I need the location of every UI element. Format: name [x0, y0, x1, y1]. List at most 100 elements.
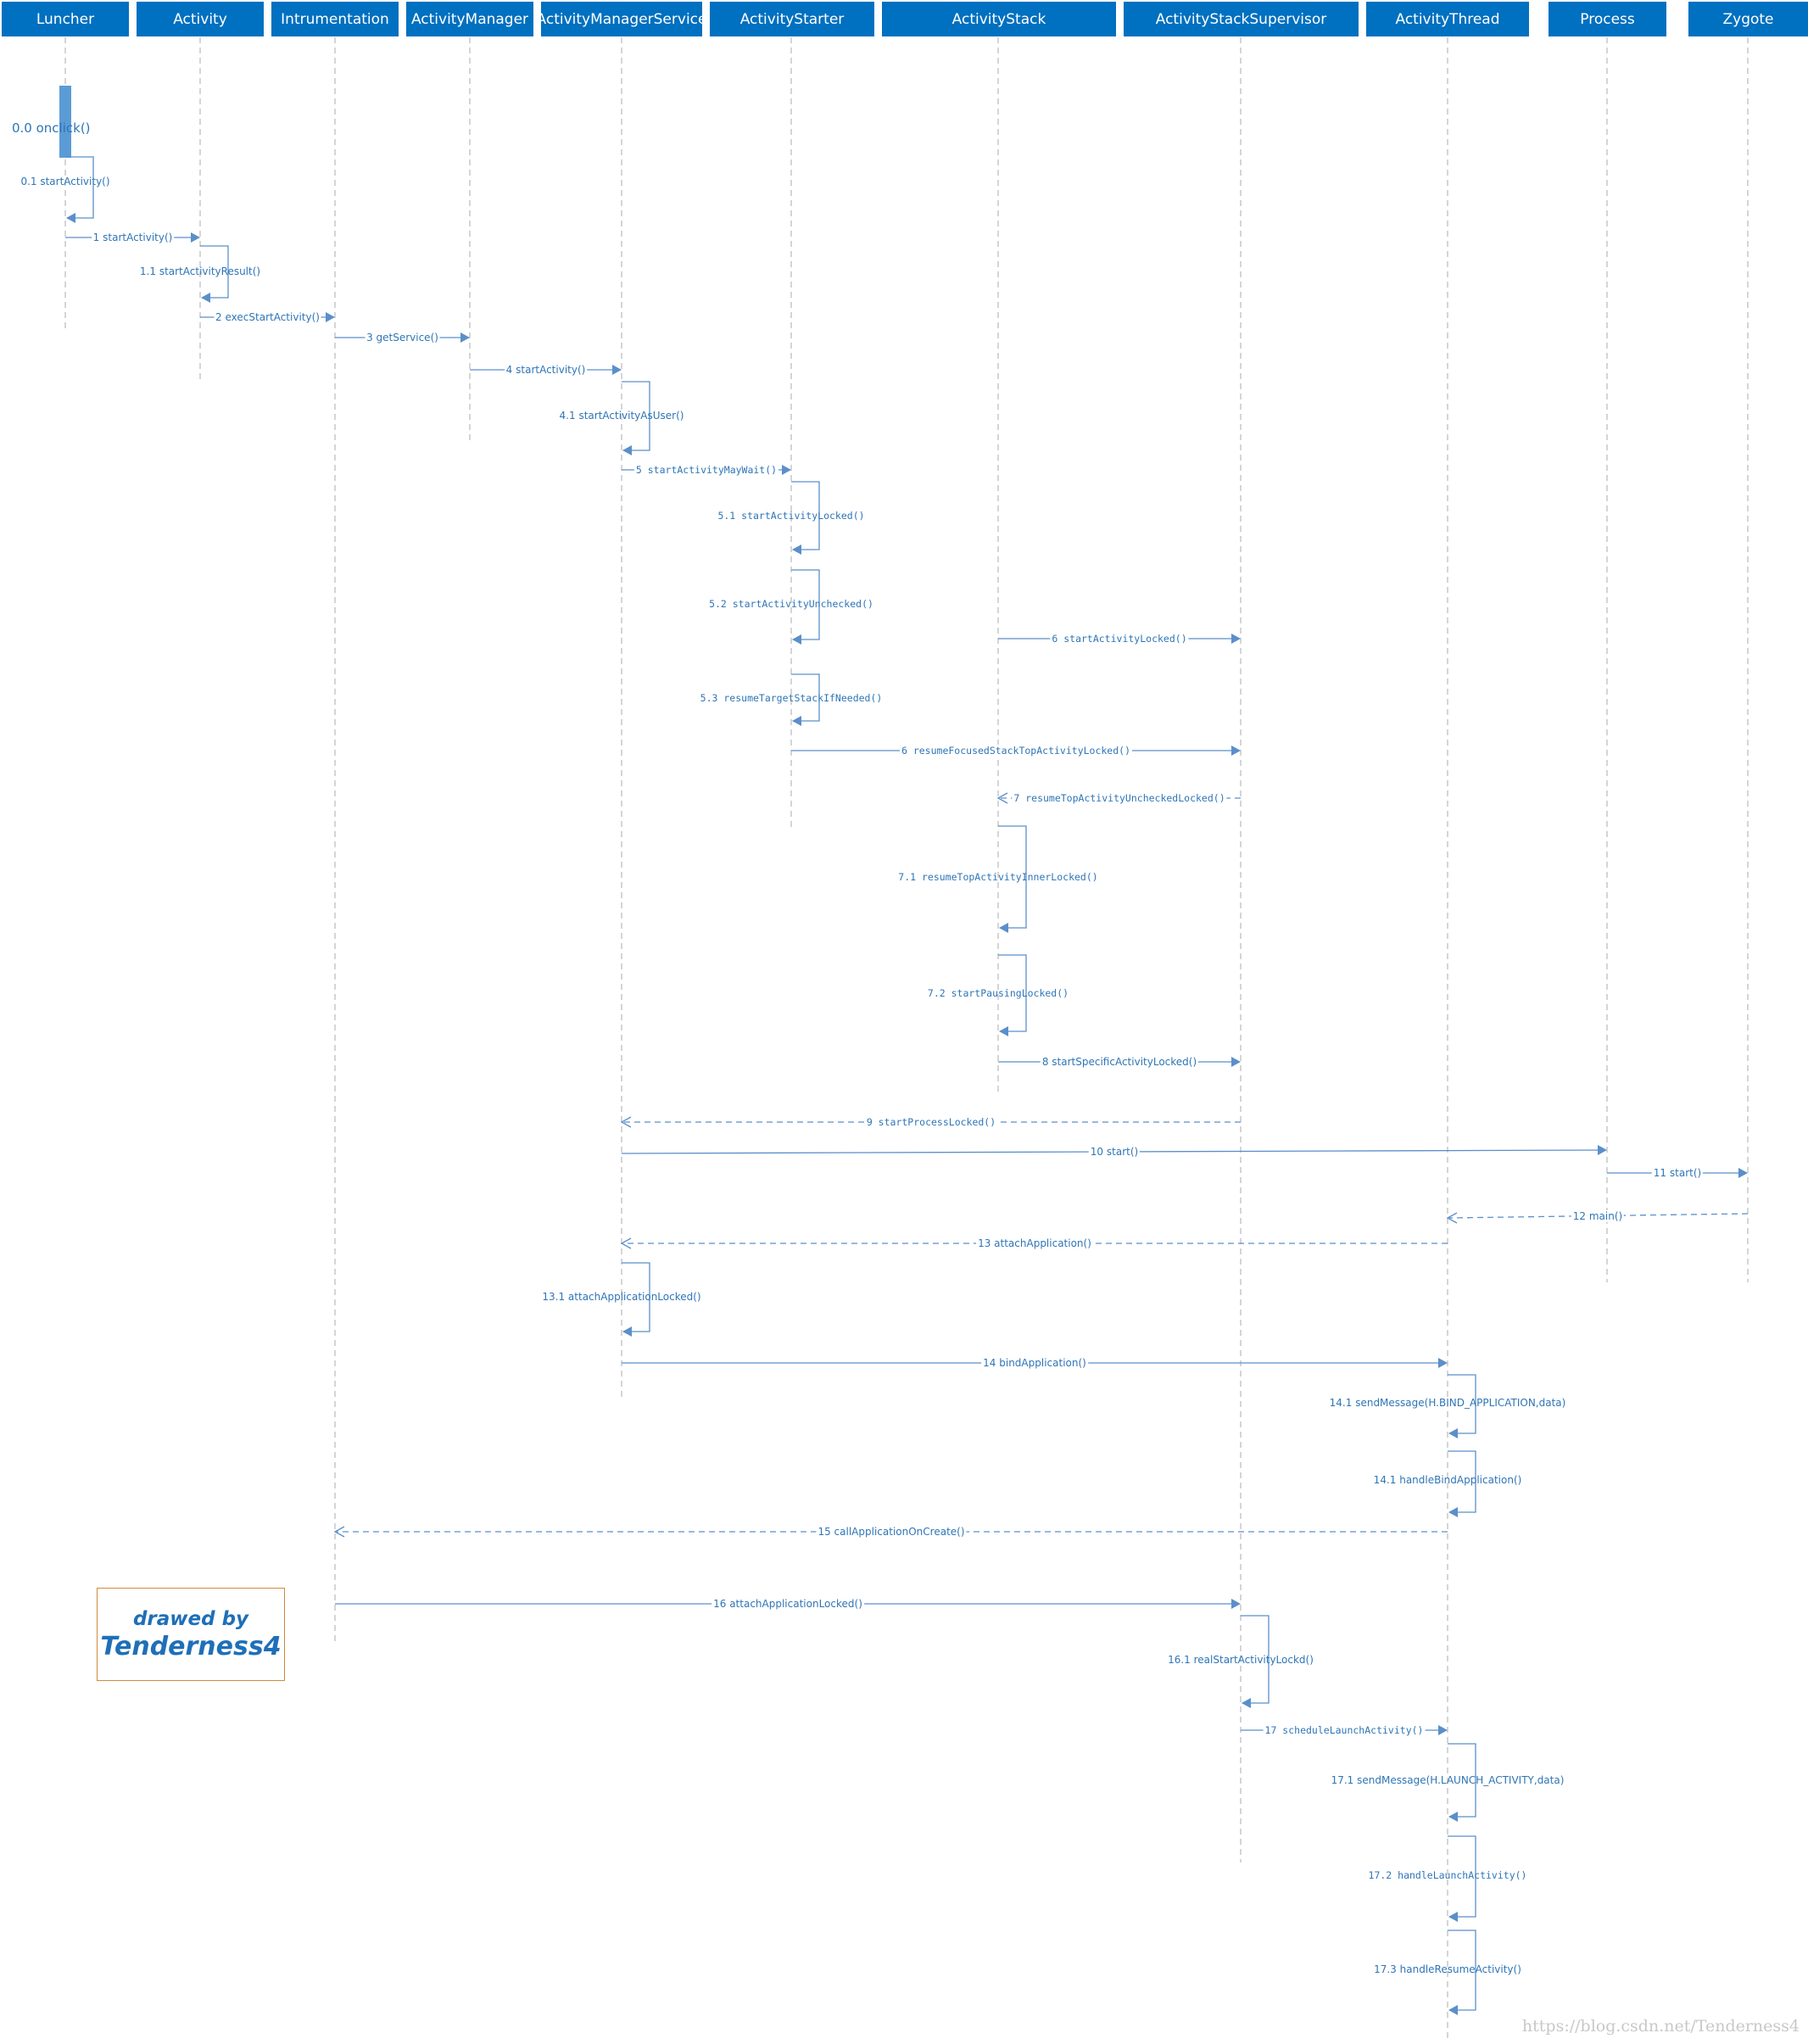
message-label: 16 attachApplicationLocked()	[711, 1598, 864, 1610]
self-message-line	[622, 1262, 650, 1332]
self-message-line	[200, 245, 229, 299]
participant-activity-stack-supervisor: ActivityStackSupervisor	[1124, 2, 1359, 36]
message-label: 7.1 resumeTopActivityInnerLocked()	[898, 871, 1098, 883]
participant-activity: Activity	[137, 2, 264, 36]
self-message-line	[791, 673, 820, 722]
participant-process: Process	[1549, 2, 1666, 36]
arrowhead	[1448, 1812, 1458, 1822]
self-message-line	[65, 156, 94, 219]
message-label: 4 startActivity()	[504, 364, 588, 376]
arrowhead	[1448, 1428, 1458, 1438]
arrowhead	[326, 312, 335, 322]
message-label: 15 callApplicationOnCreate()	[816, 1526, 967, 1538]
open-arrowhead	[996, 792, 1008, 804]
arrowhead	[1448, 2005, 1458, 2015]
self-message-line	[622, 381, 650, 451]
message-label: 0.1 startActivity()	[20, 176, 110, 187]
message-label: 17.2 handleLaunchActivity()	[1368, 1869, 1527, 1881]
participant-activity-thread: ActivityThread	[1366, 2, 1529, 36]
message-label: 5.2 startActivityUnchecked()	[709, 598, 873, 610]
message-label: 6 startActivityLocked()	[1050, 633, 1189, 645]
message-label: 9 startProcessLocked()	[864, 1116, 998, 1128]
arrowhead	[1598, 1145, 1607, 1155]
message-label: 7 resumeTopActivityUncheckedLocked()	[1012, 792, 1227, 804]
message-label: 12 main()	[1571, 1209, 1625, 1222]
arrowhead	[1448, 1912, 1458, 1922]
arrowhead	[1438, 1725, 1448, 1735]
message-label: 1.1 startActivityResult()	[139, 265, 261, 277]
credit-line-2: Tenderness4	[100, 1631, 282, 1661]
message-label: 13.1 attachApplicationLocked()	[542, 1291, 701, 1303]
self-message-line	[1448, 1450, 1476, 1513]
arrowhead	[792, 716, 801, 726]
participant-zygote: Zygote	[1688, 2, 1808, 36]
arrowhead	[792, 634, 801, 645]
self-message-line	[1448, 1835, 1476, 1918]
participant-activity-stack: ActivityStack	[882, 2, 1116, 36]
arrowhead	[622, 1326, 632, 1337]
self-message-line	[1241, 1615, 1270, 1704]
participant-activity-manager-service: ActivityManagerService	[537, 2, 706, 36]
arrowhead	[1231, 1599, 1241, 1609]
message-label: 11 start()	[1651, 1167, 1704, 1179]
self-message-line	[791, 569, 820, 640]
message-label: 6 resumeFocusedStackTopActivityLocked()	[899, 745, 1133, 757]
arrowhead	[1242, 1698, 1251, 1708]
arrowhead	[612, 365, 622, 375]
message-label: 1 startActivity()	[91, 232, 175, 243]
arrowhead	[1231, 746, 1241, 756]
watermark: https://blog.csdn.net/Tenderness4	[1521, 2017, 1800, 2036]
message-label: 10 start()	[1088, 1146, 1141, 1158]
self-message-line	[1448, 1930, 1476, 2011]
open-arrowhead	[620, 1237, 632, 1249]
self-message-line	[1448, 1374, 1476, 1434]
author-credit: drawed by Tenderness4	[97, 1588, 285, 1681]
activation-label: 0.0 onclick()	[12, 120, 91, 136]
message-label: 4.1 startActivityAsUser()	[559, 410, 684, 422]
message-label: 17.3 handleResumeActivity()	[1374, 1963, 1521, 1975]
open-arrowhead	[1446, 1212, 1458, 1224]
participant-activity-starter: ActivityStarter	[710, 2, 874, 36]
message-label: 7.2 startPausingLocked()	[927, 987, 1069, 999]
message-label: 5.3 resumeTargetStackIfNeeded()	[700, 692, 883, 704]
arrowhead	[782, 465, 791, 475]
message-label: 14.1 handleBindApplication()	[1373, 1474, 1522, 1486]
message-label: 2 execStartActivity()	[214, 311, 321, 323]
self-message-line	[1448, 1743, 1476, 1818]
credit-line-1: drawed by	[132, 1607, 249, 1630]
arrowhead	[201, 293, 210, 303]
message-label: 5 startActivityMayWait()	[633, 464, 779, 476]
message-label: 17 scheduleLaunchActivity()	[1263, 1724, 1426, 1736]
arrowhead	[792, 545, 801, 555]
arrowhead	[1231, 1057, 1241, 1067]
message-label: 14 bindApplication()	[981, 1357, 1088, 1369]
arrowhead	[1231, 634, 1241, 644]
arrowhead	[1438, 1358, 1448, 1368]
arrowhead	[66, 213, 75, 223]
arrowhead	[191, 232, 200, 243]
message-label: 8 startSpecificActivityLocked()	[1040, 1056, 1199, 1068]
message-label: 17.1 sendMessage(H.LAUNCH_ACTIVITY,data)	[1331, 1774, 1565, 1786]
arrowhead	[999, 1026, 1008, 1036]
participant-luncher: Luncher	[2, 2, 129, 36]
open-arrowhead	[333, 1526, 345, 1538]
message-label: 13 attachApplication()	[976, 1237, 1093, 1249]
arrowhead	[1448, 1507, 1458, 1517]
message-label: 14.1 sendMessage(H.BIND_APPLICATION,data…	[1329, 1397, 1566, 1409]
arrowhead	[622, 445, 632, 455]
self-message-line	[998, 825, 1027, 929]
participant-intrumentation: Intrumentation	[271, 2, 399, 36]
open-arrowhead	[620, 1116, 632, 1128]
message-label: 16.1 realStartActivityLockd()	[1168, 1654, 1314, 1666]
activation-bar	[59, 86, 71, 158]
self-message-line	[791, 481, 820, 550]
arrowhead	[999, 923, 1008, 933]
message-label: 3 getService()	[365, 332, 440, 343]
message-label: 5.1 startActivityLocked()	[717, 510, 865, 522]
participant-activity-manager: ActivityManager	[406, 2, 533, 36]
arrowhead	[460, 332, 470, 343]
return-message-line	[1448, 1213, 1749, 1219]
arrowhead	[1738, 1168, 1748, 1178]
